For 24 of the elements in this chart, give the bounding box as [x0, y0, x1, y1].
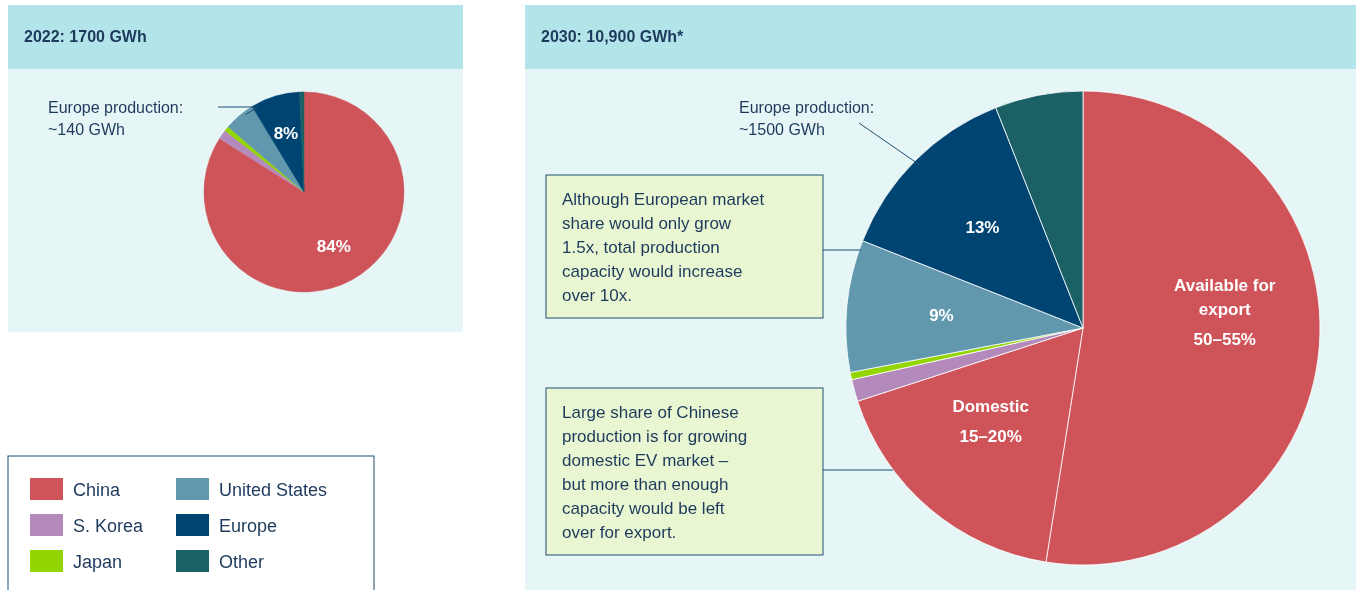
chart-title: 2022: 1700 GWh	[24, 28, 147, 45]
legend-label: Japan	[73, 552, 123, 572]
data-label: 13%	[965, 218, 1000, 238]
text: Although European market share would only grow 1.5x, total production capacity would increase over 10x.	[562, 190, 765, 305]
legend-label: Other	[219, 552, 265, 572]
text: Europe production: ~140 GWh	[48, 99, 184, 138]
pie-slice	[299, 91, 305, 193]
slice-label: Domestic	[952, 397, 1029, 417]
pie-slice	[227, 106, 305, 193]
data-label: 84%	[316, 237, 351, 257]
text: 2030: 10,900 GWh*	[541, 28, 685, 45]
legend-label: Europe	[219, 516, 278, 536]
slice-label: Available for export	[1174, 276, 1276, 320]
pie-slice	[203, 91, 405, 293]
legend-label: United States	[219, 480, 328, 500]
text: Large share of Chinese production is for growing domestic EV market – but more than enough capacity would be left over for export.	[562, 403, 748, 542]
text: Europe production: ~1500 GWh	[739, 99, 875, 138]
legend-label: China	[73, 480, 122, 500]
pie-slice	[251, 91, 305, 193]
data-label: 9%	[929, 305, 954, 325]
data-label: 8%	[273, 123, 299, 143]
text: 15–20%	[959, 427, 1022, 447]
text: 50–55%	[1193, 330, 1256, 350]
legend-label: S. Korea	[73, 516, 145, 536]
